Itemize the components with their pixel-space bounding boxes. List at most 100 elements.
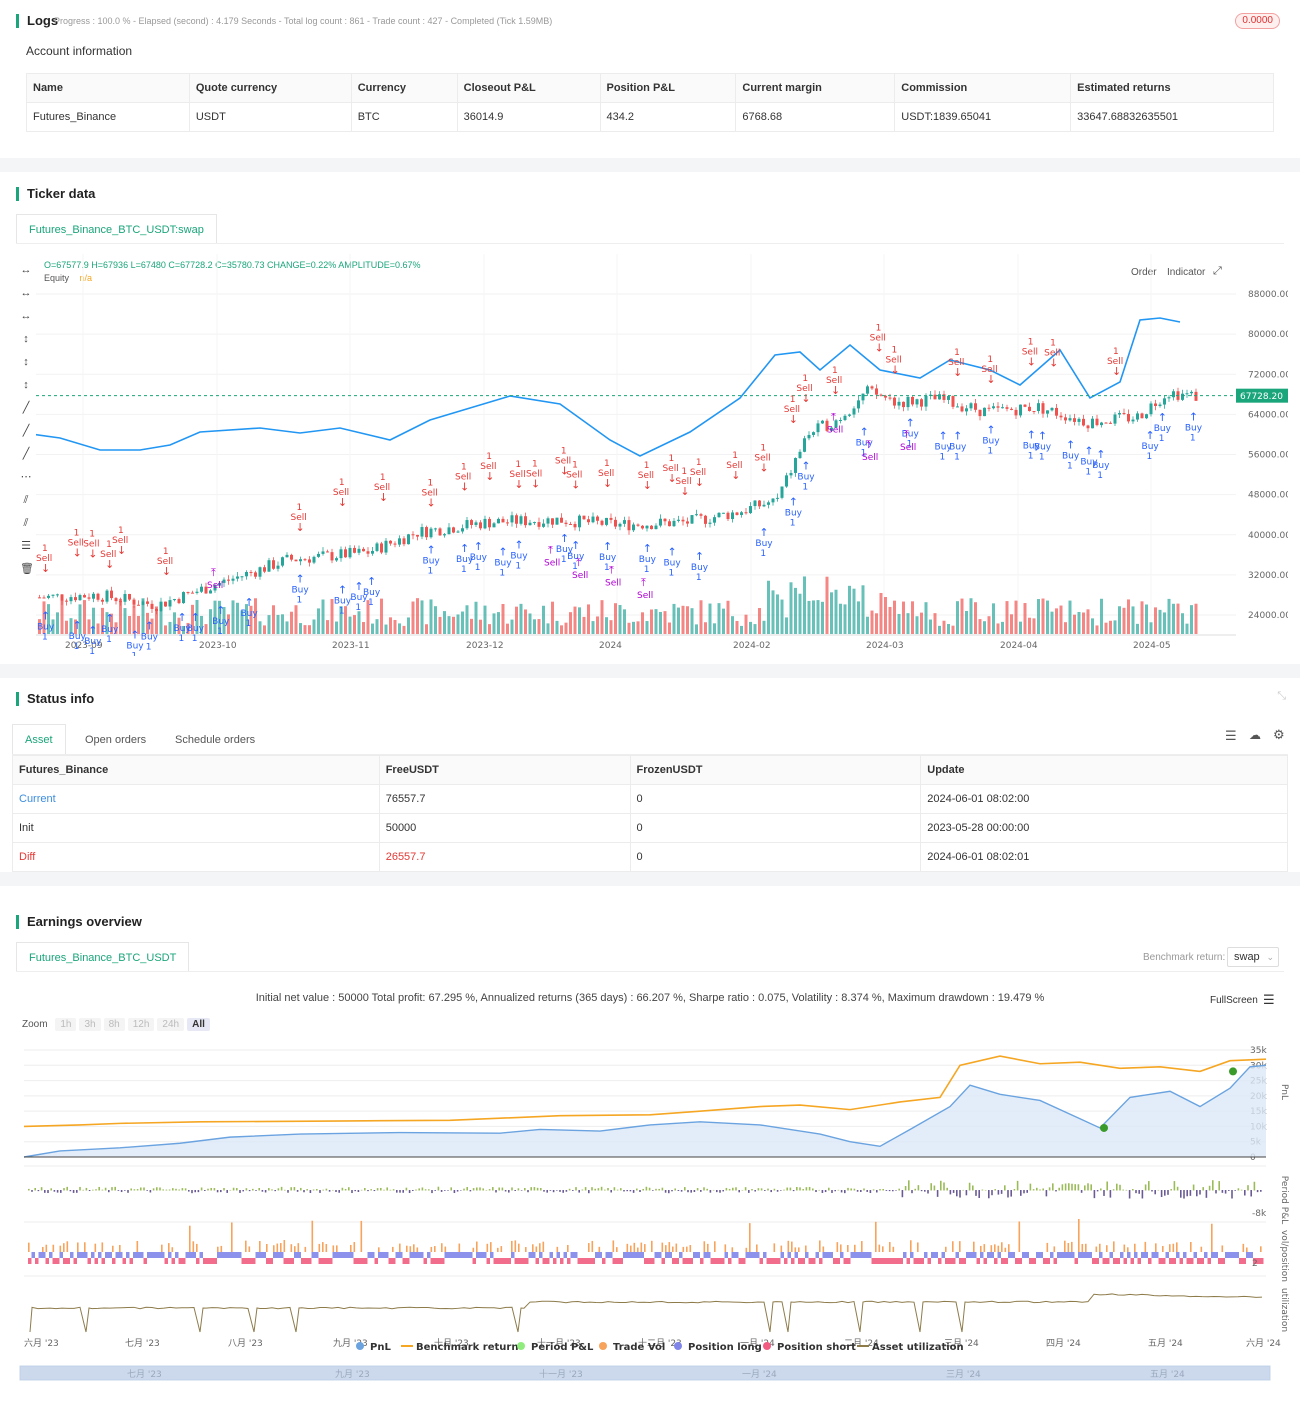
tab-ticker-symbol[interactable]: Futures_Binance_BTC_USDT:swap <box>16 214 217 244</box>
zoom-option[interactable]: 1h <box>55 1018 77 1031</box>
vertical-segment-icon[interactable]: ↕ <box>23 379 29 391</box>
x-tick-label: 一月 '24 <box>740 1338 775 1349</box>
cloud-download-icon[interactable]: ☁ <box>1249 728 1261 742</box>
volume-bar <box>240 610 244 634</box>
volume-bar <box>236 602 239 634</box>
tab-schedule-orders[interactable]: Schedule orders <box>162 724 269 754</box>
menu-icon[interactable]: ☰ <box>1263 992 1275 1007</box>
candle-body <box>1113 414 1117 424</box>
position-bar <box>413 1252 417 1258</box>
period-pnl-bar <box>44 1190 46 1193</box>
period-pnl-bar <box>1000 1190 1003 1194</box>
expand-icon[interactable]: ⤢ <box>1213 265 1222 277</box>
period-pnl-bar <box>786 1187 788 1191</box>
position-bar <box>556 1252 560 1258</box>
logs-badge[interactable]: 0.0000 <box>1235 13 1280 29</box>
extended-line-icon[interactable]: ╱ <box>22 448 30 460</box>
fullscreen-button[interactable]: FullScreen <box>1210 995 1258 1006</box>
tab-asset[interactable]: Asset <box>12 724 66 754</box>
buy-arrow: ↑ <box>1189 411 1198 424</box>
position-bar <box>703 1252 707 1258</box>
ray-line-icon[interactable]: ╱ <box>22 425 30 437</box>
volume-bar <box>321 599 325 634</box>
position-bar <box>1197 1258 1201 1264</box>
volume-bar <box>317 608 320 634</box>
volume-bar <box>1149 622 1153 634</box>
buy-one-label: 1 <box>74 642 80 652</box>
candle-body <box>839 420 842 422</box>
horizontal-ray-icon[interactable]: ↔ <box>20 264 32 276</box>
vol-tick-label: 2 <box>1252 1259 1258 1269</box>
horizontal-segment-icon[interactable]: ↔ <box>20 310 32 322</box>
volume-bar <box>623 609 626 634</box>
buy-label: Buy <box>470 553 488 563</box>
trade-vol-bar <box>430 1246 433 1252</box>
fib-retracement-icon[interactable]: ☰ <box>21 540 31 552</box>
gear-icon[interactable]: ⚙ <box>1273 727 1285 742</box>
period-pnl-bar <box>223 1187 225 1191</box>
sell-label: Sell <box>36 554 52 564</box>
trash-icon[interactable]: 🗑 <box>20 563 34 575</box>
trade-vol-bar <box>1127 1247 1129 1252</box>
buy-arrow: ↑ <box>789 495 798 508</box>
benchmark-select[interactable]: swap ⌄ <box>1227 947 1279 967</box>
position-bar <box>731 1252 735 1258</box>
candle-body <box>254 572 257 577</box>
trend-line-icon[interactable]: ╱ <box>22 402 30 414</box>
legend-swatch <box>763 1342 771 1350</box>
position-bar <box>66 1258 70 1264</box>
zoom-option[interactable]: All <box>187 1018 210 1031</box>
position-bar <box>1151 1252 1155 1258</box>
indicator-button[interactable]: Indicator <box>1167 267 1206 278</box>
x-tick-label: 2024-05 <box>1133 641 1171 651</box>
zoom-option[interactable]: 8h <box>103 1018 125 1031</box>
period-pnl-bar <box>290 1187 292 1191</box>
collapse-icon[interactable]: ⤡ <box>1277 690 1286 702</box>
zoom-option[interactable]: 12h <box>127 1018 155 1031</box>
candle-body <box>78 595 82 601</box>
horizontal-line-icon[interactable]: ↔ <box>20 287 32 299</box>
close-arrow: ⤒ <box>904 428 909 441</box>
zoom-option[interactable]: 3h <box>79 1018 101 1031</box>
volume-bar <box>267 615 271 634</box>
pane-label: Period P&L <box>1279 1176 1289 1224</box>
candle-body <box>245 571 248 577</box>
period-pnl-bar <box>751 1188 753 1191</box>
measure-icon[interactable]: ⋯ <box>20 471 32 483</box>
period-pnl-bar <box>1064 1183 1067 1191</box>
volume-bar <box>744 614 748 634</box>
trade-vol-bar <box>486 1243 489 1252</box>
volume-bar <box>627 622 631 634</box>
position-bar <box>661 1258 665 1264</box>
sell-label: Sell <box>112 536 128 546</box>
period-pnl-bar <box>844 1190 846 1194</box>
trade-vol-bar <box>318 1243 321 1252</box>
order-button[interactable]: Order <box>1131 267 1157 278</box>
vertical-ray-icon[interactable]: ↕ <box>23 333 29 345</box>
period-pnl-bar <box>460 1190 462 1191</box>
tab-open-orders[interactable]: Open orders <box>72 724 160 754</box>
parallel-channel-icon[interactable]: ⫽ <box>23 494 29 506</box>
vertical-line-icon[interactable]: ↕ <box>23 356 29 368</box>
trade-vol-bar <box>297 1243 300 1252</box>
period-pnl-bar <box>527 1190 529 1193</box>
y-tick-label: 32000.00 <box>1248 571 1288 581</box>
buy-one-label: 1 <box>987 447 993 457</box>
list-icon[interactable]: ☰ <box>1225 728 1237 743</box>
zoom-option[interactable]: 24h <box>157 1018 185 1031</box>
trade-vol-bar <box>1123 1244 1126 1252</box>
tab-earnings-symbol[interactable]: Futures_Binance_BTC_USDT <box>16 942 190 972</box>
position-bar <box>290 1258 294 1264</box>
volume-bar <box>546 623 550 634</box>
candle-body <box>150 603 154 609</box>
volume-bar <box>101 607 104 634</box>
candlestick-chart[interactable]: 88000.0080000.0072000.0064000.0056000.00… <box>36 254 1288 656</box>
sell-label: Sell <box>1022 348 1038 358</box>
sell-arrow: ↓ <box>986 373 995 386</box>
position-bar <box>521 1258 525 1264</box>
position-bar <box>77 1252 81 1258</box>
candle-body <box>96 593 100 600</box>
position-bar <box>819 1258 823 1264</box>
pitchfork-icon[interactable]: ⫽ <box>23 517 29 529</box>
